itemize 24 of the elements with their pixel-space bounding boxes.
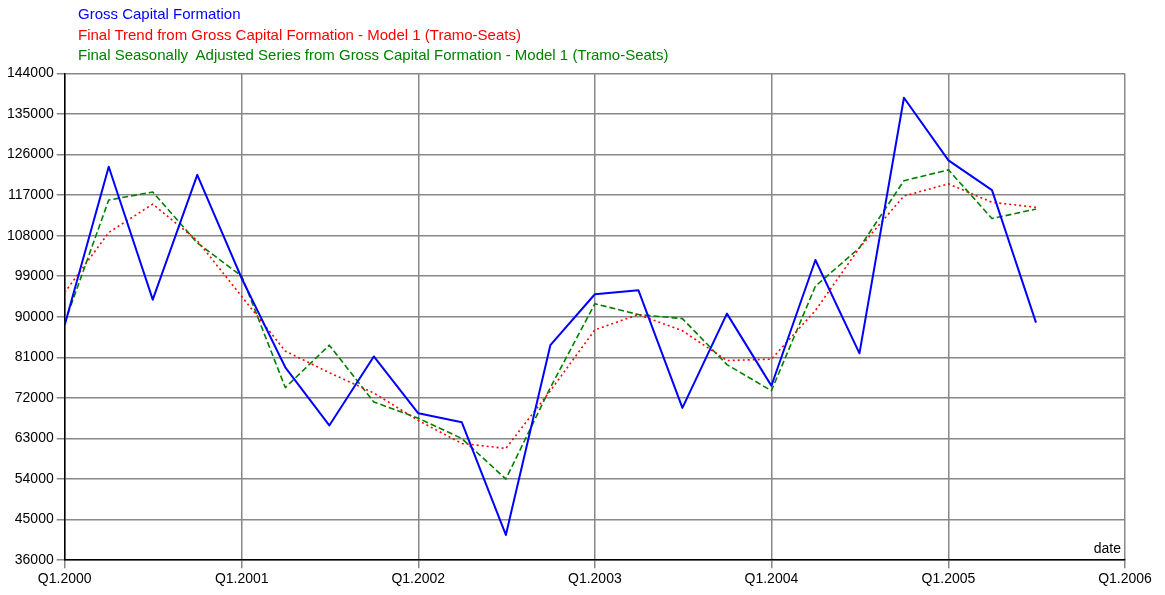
y-tick-label: 90000 (14, 307, 54, 324)
y-tick-label: 99000 (14, 267, 54, 284)
y-tick-label: 135000 (7, 104, 54, 121)
y-tick-label: 144000 (7, 64, 54, 81)
text: Final Trend from Gross Capital Formation - Model 1 (Tramo-Seats) (78, 24, 522, 45)
x-tick-label: Q1.2001 (214, 570, 269, 587)
y-tick-label: 45000 (14, 510, 54, 527)
y-tick-label: 36000 (14, 551, 54, 568)
x-tick-label: Q1.2006 (1098, 570, 1153, 587)
text: Final Seasonally Adjusted Series from Gross Capital Formation - Model 1 (Tramo-Seats) (78, 45, 669, 65)
text: Gross Capital Formation (78, 4, 242, 24)
y-tick-label: 72000 (14, 388, 54, 405)
y-tick-label: 108000 (7, 226, 54, 243)
y-tick-label: 117000 (8, 185, 54, 202)
x-tick-label: Q1.2002 (391, 570, 446, 587)
x-tick-label: Q1.2003 (568, 570, 622, 587)
x-tick-label: Q1.2004 (744, 570, 799, 587)
y-tick-label: 81000 (14, 348, 54, 365)
y-tick-label: 54000 (14, 469, 54, 486)
x-tick-label: Q1.2005 (921, 570, 976, 587)
x-axis-title: date (1093, 540, 1122, 557)
y-tick-label: 126000 (7, 145, 54, 162)
x-tick-label: Q1.2000 (37, 570, 92, 587)
y-tick-label: 63000 (14, 429, 54, 446)
